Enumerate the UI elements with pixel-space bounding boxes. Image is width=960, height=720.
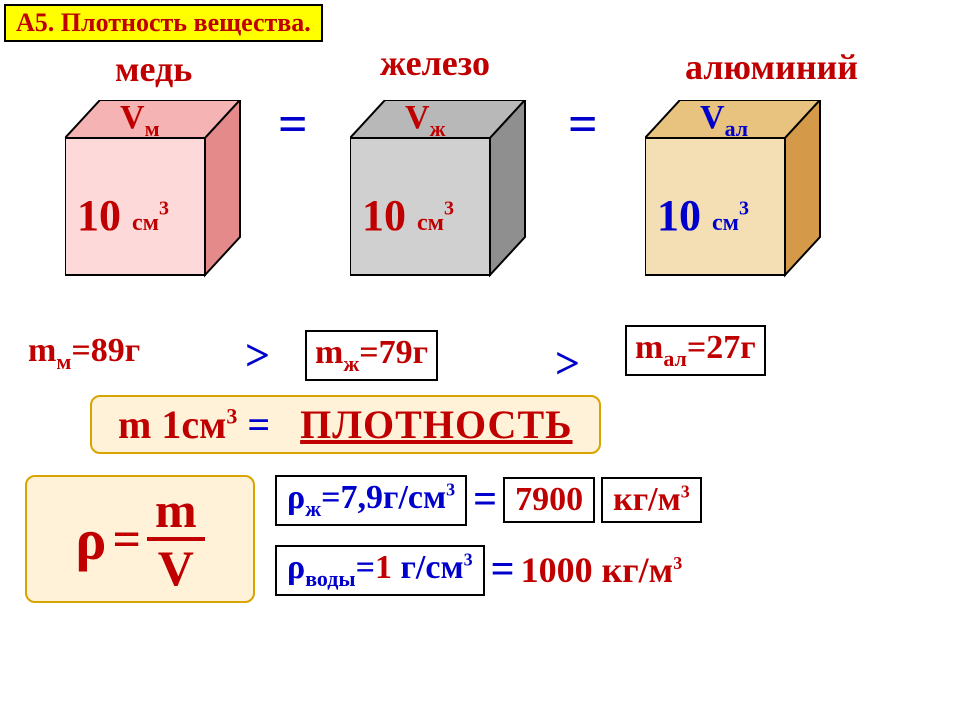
cube-iron: Vж 10 см3	[350, 100, 525, 275]
conv-iron: ρж=7,9г/см3 = 7900 кг/м3	[275, 475, 702, 526]
eq-2: =	[568, 95, 598, 154]
vol-alum: 10 см3	[657, 190, 749, 241]
vol-iron: 10 см3	[362, 190, 454, 241]
cube-copper: Vм 10 см3	[65, 100, 240, 275]
label-aluminum: алюминий	[685, 46, 858, 88]
v-iron: Vж	[405, 99, 446, 142]
mass-copper: mм=89г	[20, 330, 148, 377]
gt-2: >	[555, 338, 580, 389]
formula-box: ρ = m V	[25, 475, 255, 603]
label-iron: железо	[380, 42, 490, 84]
header: А5. Плотность вещества.	[4, 4, 323, 42]
gt-1: >	[245, 330, 270, 381]
definition-row: m 1см3 = ПЛОТНОСТЬ	[90, 395, 601, 454]
mass-iron: mж=79г	[305, 330, 438, 381]
conv-water: ρводы=1 г/см3 = 1000 кг/м3	[275, 545, 682, 596]
eq-1: =	[278, 95, 308, 154]
cube-alum: Vал 10 см3	[645, 100, 820, 275]
mass-alum: mал=27г	[625, 325, 766, 376]
v-alum: Vал	[700, 99, 748, 142]
v-copper: Vм	[120, 99, 160, 142]
vol-copper: 10 см3	[77, 190, 169, 241]
label-copper: медь	[115, 48, 192, 90]
